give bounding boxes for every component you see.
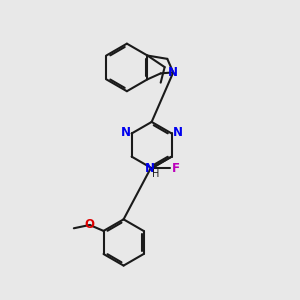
Text: N: N <box>168 66 178 79</box>
Text: O: O <box>85 218 95 232</box>
Text: N: N <box>121 126 131 139</box>
Text: N: N <box>172 126 183 139</box>
Text: N: N <box>145 162 154 175</box>
Text: F: F <box>172 162 180 175</box>
Text: H: H <box>152 169 159 179</box>
